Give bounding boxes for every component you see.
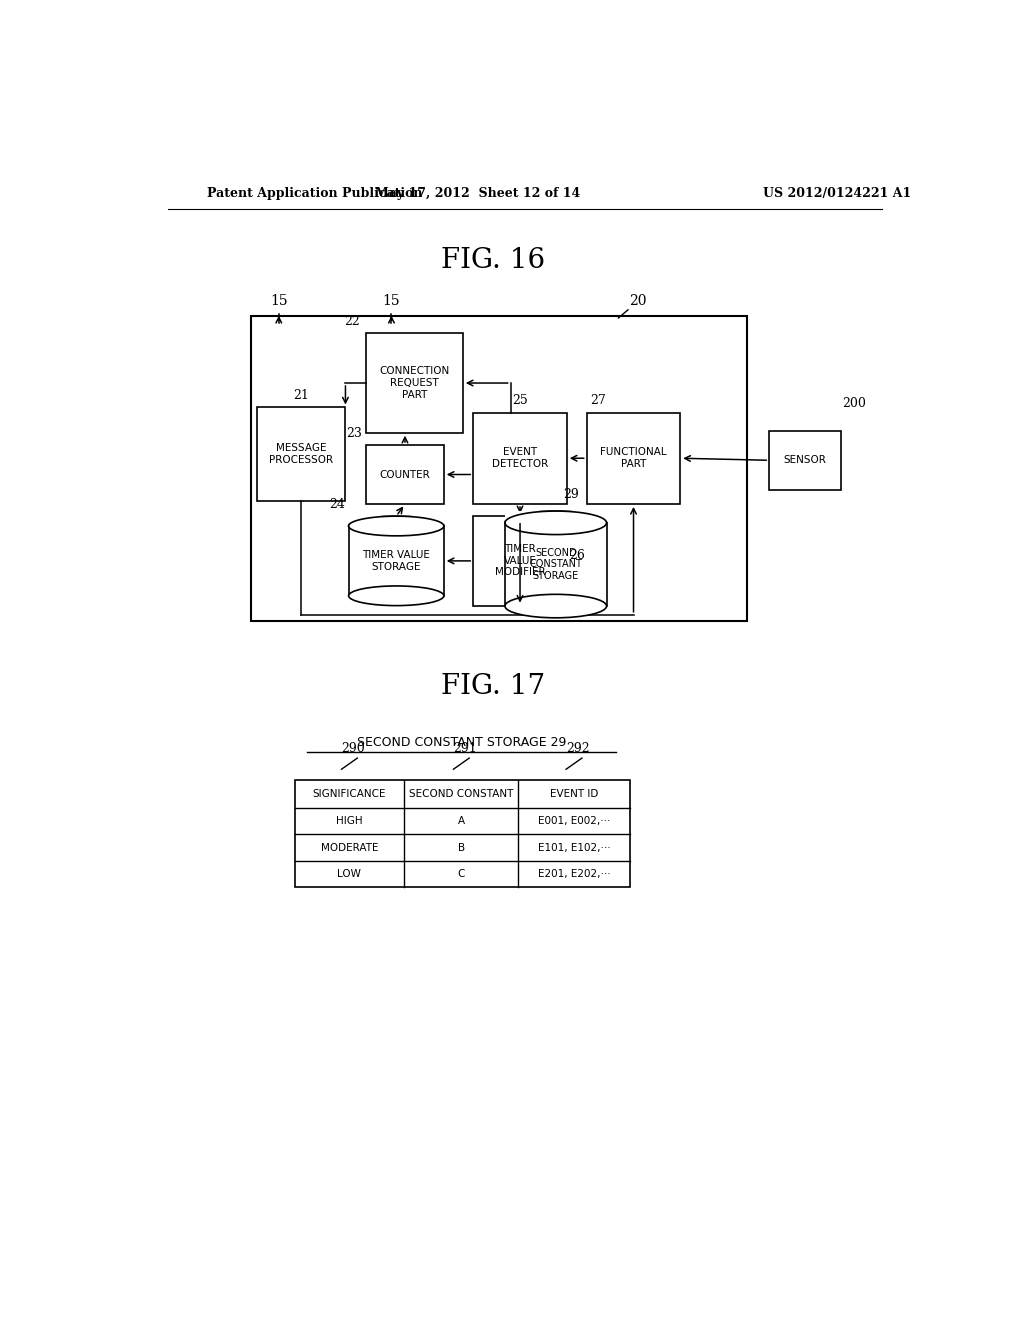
Text: EVENT ID: EVENT ID — [550, 789, 598, 799]
Text: C: C — [458, 869, 465, 879]
Text: EVENT
DETECTOR: EVENT DETECTOR — [492, 447, 548, 469]
Bar — [473, 516, 567, 606]
Text: SECOND
CONSTANT
STORAGE: SECOND CONSTANT STORAGE — [529, 548, 583, 581]
Text: May 17, 2012  Sheet 12 of 14: May 17, 2012 Sheet 12 of 14 — [375, 187, 580, 201]
Text: 292: 292 — [566, 742, 590, 755]
Text: E101, E102,···: E101, E102,··· — [538, 842, 610, 853]
Text: 15: 15 — [383, 294, 400, 308]
Text: FUNCTIONAL
PART: FUNCTIONAL PART — [600, 447, 667, 469]
Ellipse shape — [505, 594, 606, 618]
Ellipse shape — [348, 516, 443, 536]
Text: 291: 291 — [454, 742, 477, 755]
Text: 27: 27 — [591, 395, 606, 408]
Bar — [367, 445, 443, 504]
Bar — [348, 525, 443, 595]
Text: 20: 20 — [630, 294, 647, 308]
Text: SECOND CONSTANT STORAGE 29: SECOND CONSTANT STORAGE 29 — [356, 737, 566, 750]
Text: 24: 24 — [329, 498, 345, 511]
Text: 25: 25 — [512, 395, 527, 408]
Bar — [505, 523, 606, 606]
Text: B: B — [458, 842, 465, 853]
Text: HIGH: HIGH — [336, 816, 362, 826]
Text: E201, E202,···: E201, E202,··· — [538, 869, 610, 879]
Text: 15: 15 — [270, 294, 288, 308]
Bar — [473, 413, 567, 504]
Text: FIG. 17: FIG. 17 — [441, 673, 545, 701]
Text: 200: 200 — [842, 397, 866, 411]
Text: CONNECTION
REQUEST
PART: CONNECTION REQUEST PART — [379, 367, 450, 400]
Text: 26: 26 — [569, 549, 585, 562]
Text: 21: 21 — [293, 389, 309, 403]
Bar — [295, 780, 630, 887]
Bar — [505, 511, 606, 523]
Ellipse shape — [348, 586, 443, 606]
Text: MODERATE: MODERATE — [321, 842, 378, 853]
Text: SIGNIFICANCE: SIGNIFICANCE — [312, 789, 386, 799]
Text: 29: 29 — [563, 488, 580, 500]
Text: COUNTER: COUNTER — [380, 470, 430, 479]
Bar — [587, 413, 680, 504]
Bar — [251, 315, 748, 620]
Text: A: A — [458, 816, 465, 826]
Text: LOW: LOW — [338, 869, 361, 879]
Bar — [257, 408, 345, 500]
Text: FIG. 16: FIG. 16 — [441, 247, 545, 273]
Text: 22: 22 — [344, 315, 359, 329]
Text: TIMER VALUE
STORAGE: TIMER VALUE STORAGE — [362, 550, 430, 572]
Text: TIMER
VALUE
MODIFIER: TIMER VALUE MODIFIER — [495, 544, 546, 577]
Text: US 2012/0124221 A1: US 2012/0124221 A1 — [763, 187, 911, 201]
Text: E001, E002,···: E001, E002,··· — [538, 816, 610, 826]
Bar — [348, 516, 443, 525]
Bar — [367, 333, 463, 433]
Text: Patent Application Publication: Patent Application Publication — [207, 187, 423, 201]
Ellipse shape — [505, 511, 606, 535]
Text: 23: 23 — [346, 426, 362, 440]
Text: SECOND CONSTANT: SECOND CONSTANT — [410, 789, 513, 799]
Text: 290: 290 — [342, 742, 366, 755]
Text: MESSAGE
PROCESSOR: MESSAGE PROCESSOR — [269, 444, 333, 465]
Bar — [769, 430, 841, 490]
Text: SENSOR: SENSOR — [783, 455, 826, 465]
